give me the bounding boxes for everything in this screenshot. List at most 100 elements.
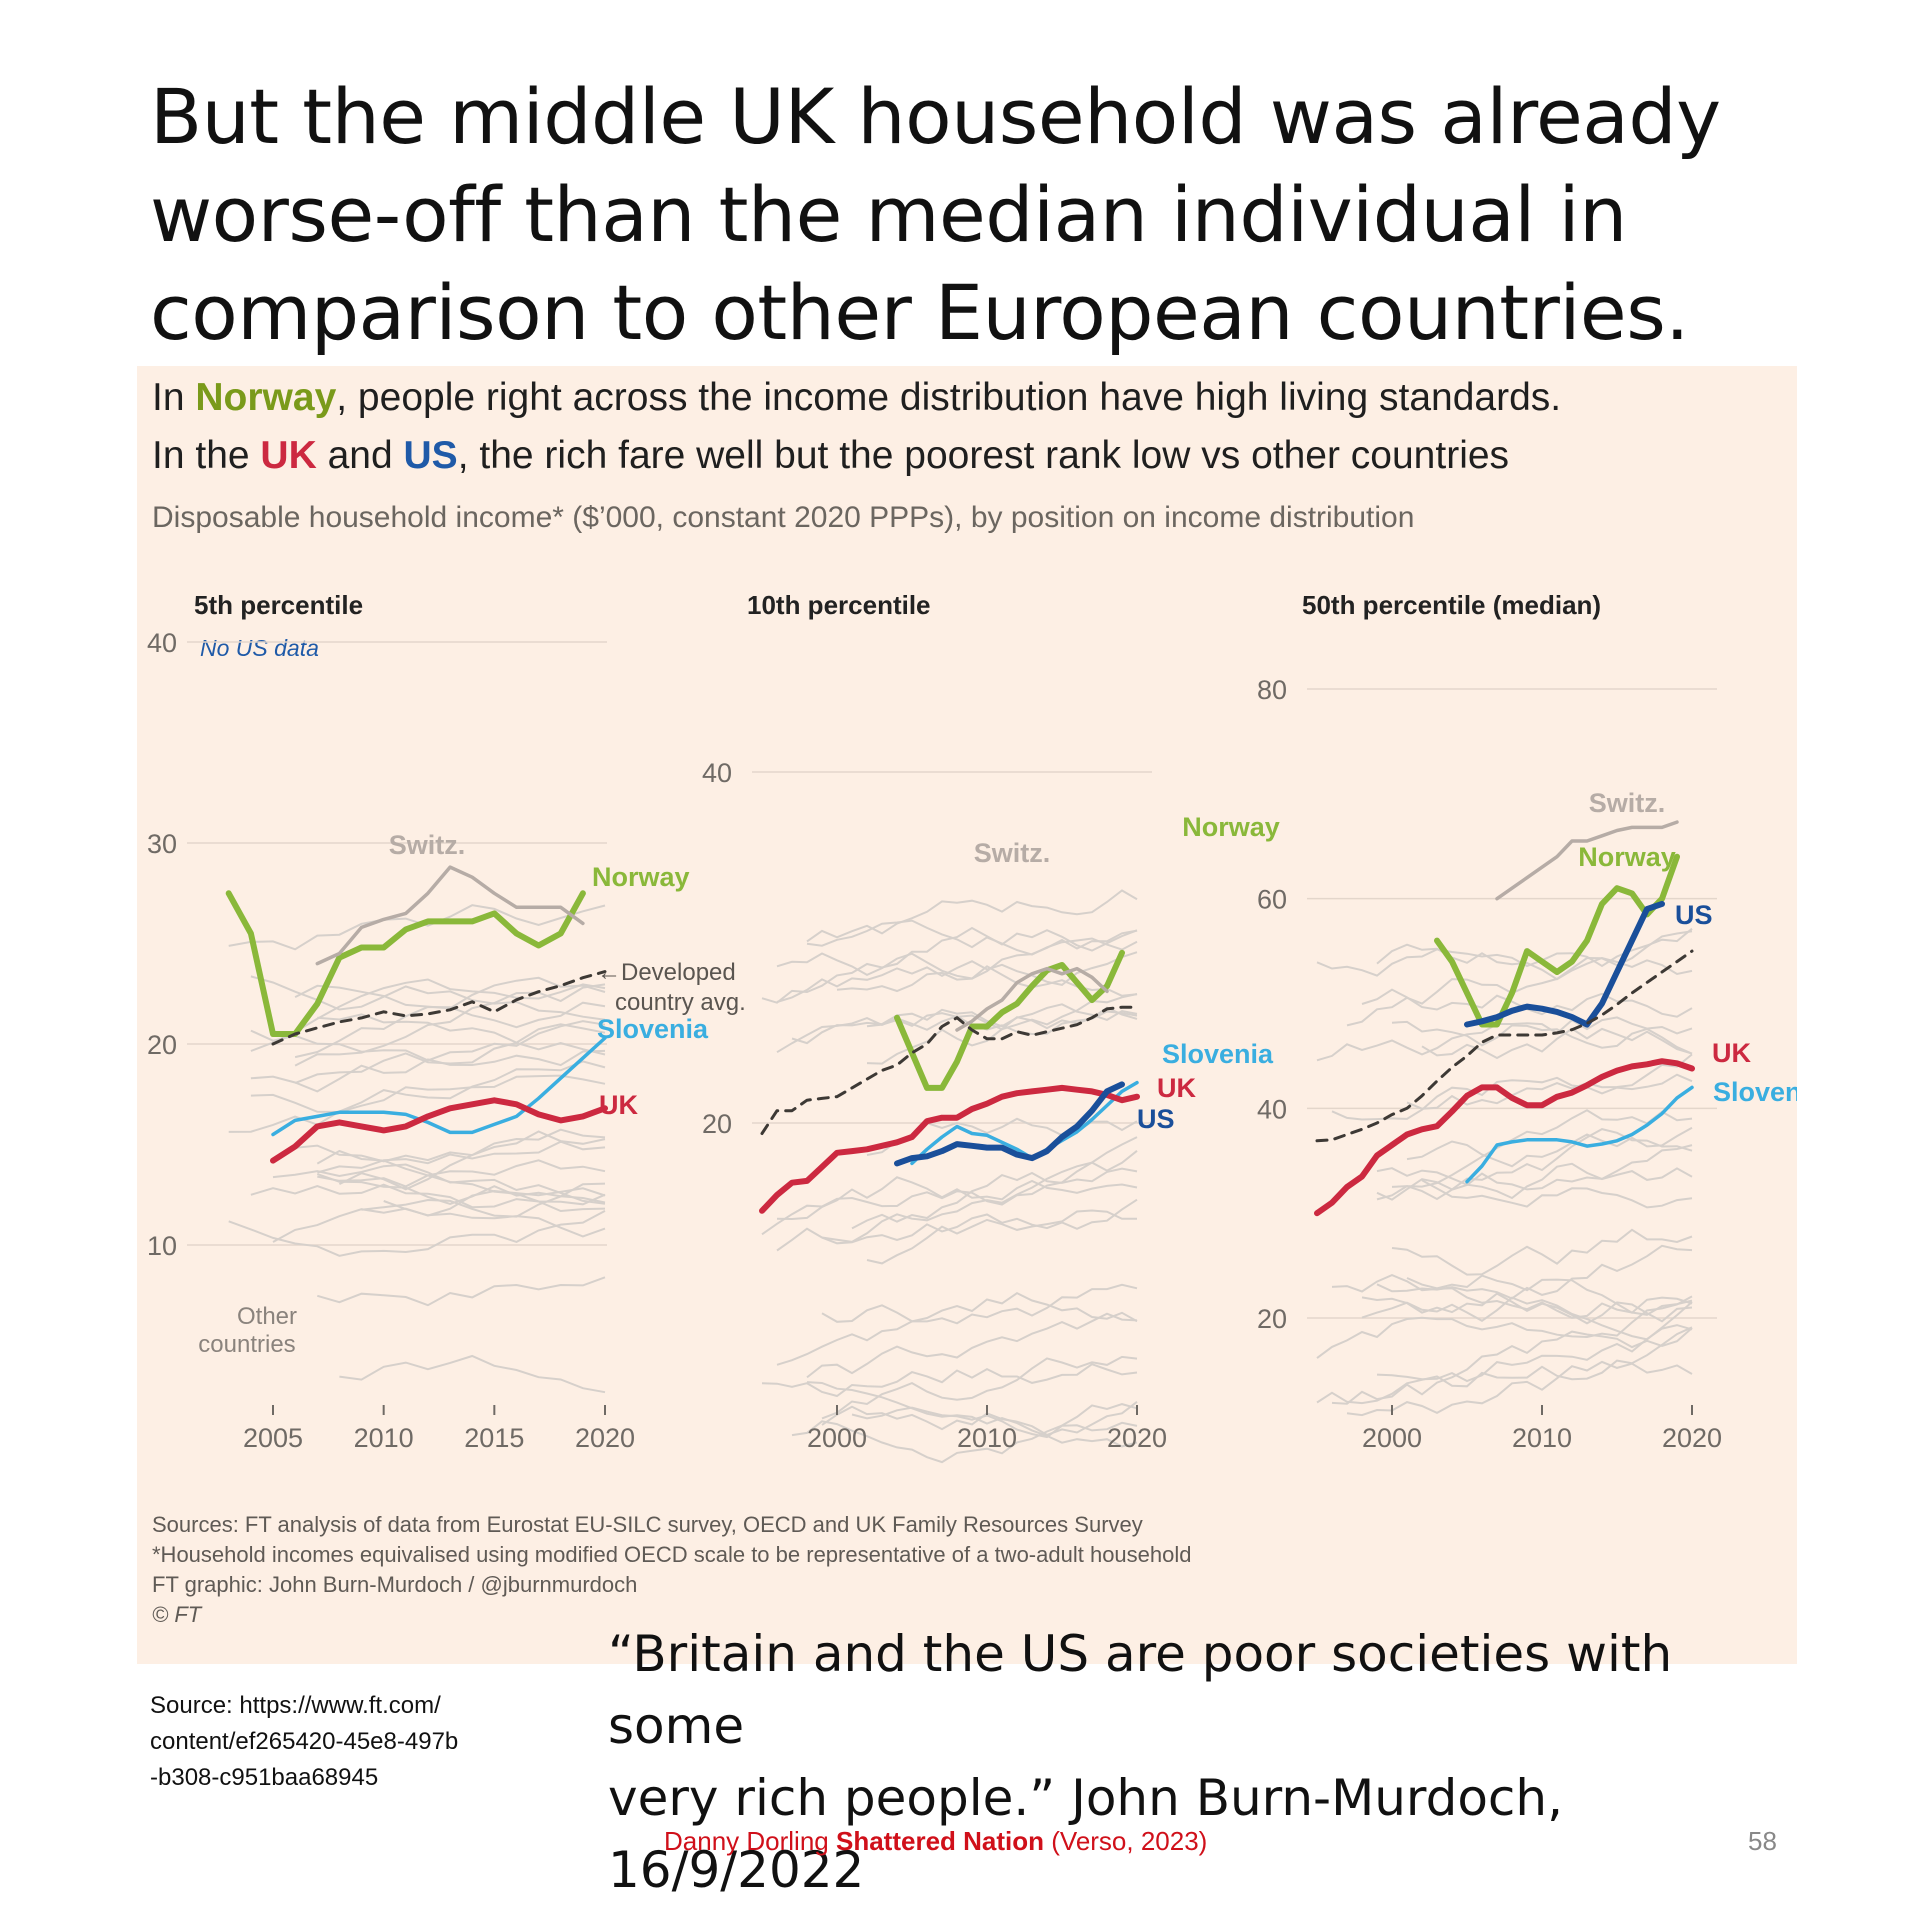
panel-title: 10th percentile [747, 590, 931, 620]
y-tick-label: 40 [1257, 1094, 1287, 1124]
headline-text: In [152, 376, 196, 419]
series-label-switz: Switz. [389, 830, 466, 860]
quote: “Britain and the US are poor societies w… [608, 1618, 1808, 1906]
series-line-avg [271, 970, 607, 1046]
x-tick-label: 2020 [1107, 1423, 1167, 1453]
other-country-line [1391, 1228, 1693, 1276]
other-country-line [250, 1074, 606, 1114]
y-tick-label: 60 [1257, 885, 1287, 915]
slide-title-line: But the middle UK household was already [150, 72, 1721, 161]
y-tick-label: 80 [1257, 675, 1287, 705]
other-country-line [1391, 1144, 1693, 1201]
note-sources: Sources: FT analysis of data from Eurost… [152, 1512, 1143, 1537]
other-country-line [1361, 1296, 1693, 1341]
x-tick-label: 2020 [1662, 1423, 1722, 1453]
quote-line: very rich people.” John Burn-Murdoch, 16… [608, 1769, 1564, 1899]
other-country-line [791, 1403, 1138, 1464]
other-country-line [1376, 1109, 1693, 1201]
series-line-norway [1434, 853, 1680, 1028]
other-country-line [272, 1187, 606, 1243]
figure-notes: Sources: FT analysis of data from Eurost… [152, 1510, 1192, 1630]
headline-text: , the rich fare well but the poorest ran… [457, 434, 1510, 477]
x-tick-label: 2015 [464, 1423, 524, 1453]
slide-title-line: comparison to other European countries. [150, 268, 1689, 357]
x-tick-label: 2010 [1512, 1423, 1572, 1453]
other-country-line [1331, 1274, 1693, 1319]
other-country-line [1346, 930, 1693, 1027]
note-credit: FT graphic: John Burn-Murdoch / @jburnmu… [152, 1572, 638, 1597]
other-country-line [1421, 1027, 1693, 1060]
x-tick-label: 2010 [354, 1423, 414, 1453]
source-line: -b308-c951baa68945 [150, 1764, 379, 1791]
other-country-line [836, 929, 1138, 993]
other-country-line [1346, 1360, 1693, 1417]
series-label-norway: Norway [592, 862, 690, 892]
series-line-switz [955, 966, 1109, 1032]
x-tick-label: 2000 [1362, 1423, 1422, 1453]
footer-credit: Danny Dorling Shattered Nation (Verso, 2… [664, 1826, 1207, 1857]
note-copyright: © FT [152, 1602, 202, 1627]
series-label-slovenia: Slovenia [1713, 1077, 1797, 1107]
headline-text: and [316, 434, 404, 477]
other-country-line [806, 889, 1138, 943]
series-label-slovenia: Slovenia [597, 1014, 709, 1044]
other-country-line [250, 1020, 606, 1062]
other-country-line [851, 1167, 1138, 1230]
y-tick-label: 40 [702, 758, 732, 788]
other-country-line [821, 1355, 1138, 1420]
series-label-norway: Norway [1182, 812, 1280, 842]
y-tick-label: 20 [702, 1109, 732, 1139]
series-line-avg [1315, 949, 1694, 1143]
series-line-slovenia [271, 1036, 607, 1137]
y-tick-label: 10 [147, 1231, 177, 1261]
series-label-us: US [1137, 1104, 1175, 1134]
other-country-line [1331, 1073, 1693, 1121]
source-url: Source: https://www.ft.com/ content/ef26… [150, 1688, 530, 1796]
other-country-line [250, 978, 606, 1052]
slide-title: But the middle UK household was already … [150, 68, 1810, 362]
headline-us: US [403, 434, 458, 477]
other-country-line [1361, 988, 1693, 1018]
other-country-line [228, 904, 606, 951]
footer-publisher: (Verso, 2023) [1051, 1826, 1208, 1856]
x-tick-label: 2020 [575, 1423, 635, 1453]
other-country-line [339, 1354, 606, 1394]
x-tick-label: 2005 [243, 1423, 303, 1453]
series-line-us [894, 1081, 1125, 1167]
other-country-line [776, 1150, 1138, 1252]
series-line-slovenia [1465, 1085, 1694, 1184]
y-tick-label: 20 [147, 1030, 177, 1060]
other-country-line [806, 1312, 1138, 1379]
other-country-line [250, 975, 606, 1021]
other-country-line [1376, 1162, 1693, 1200]
page-number: 58 [1748, 1826, 1777, 1856]
other-country-line [1331, 1327, 1693, 1405]
quote-line: “Britain and the US are poor societies w… [608, 1625, 1673, 1755]
x-tick-label: 2000 [807, 1423, 867, 1453]
other-country-line [250, 1183, 606, 1213]
other-country-line [294, 1041, 606, 1085]
panel-note: No US data [200, 635, 319, 661]
figure-headline: In Norway, people right across the incom… [152, 376, 1561, 420]
other-country-line [317, 1276, 606, 1307]
series-line-uk [1314, 1058, 1695, 1217]
other-country-line [1391, 1020, 1693, 1055]
series-label-uk: UK [599, 1090, 638, 1120]
other-country-line [1316, 1016, 1693, 1062]
other-country-line [317, 1140, 606, 1174]
series-line-us [1464, 900, 1665, 1028]
series-label-slovenia: Slovenia [1162, 1039, 1274, 1069]
source-line: content/ef265420-45e8-497b [150, 1728, 459, 1755]
other-country-line [317, 1159, 606, 1188]
other-country-line [228, 1060, 606, 1133]
series-line-switz [315, 865, 585, 966]
other-country-line [294, 983, 606, 1067]
headline-text: , people right across the income distrib… [336, 376, 1562, 419]
y-tick-label: 30 [147, 829, 177, 859]
panel-title: 5th percentile [194, 590, 363, 620]
other-country-line [776, 1176, 1138, 1221]
headline-norway: Norway [195, 376, 337, 419]
annotation-developed-avg: ←Developed country avg. [597, 959, 746, 1016]
other-country-line [228, 1210, 606, 1257]
